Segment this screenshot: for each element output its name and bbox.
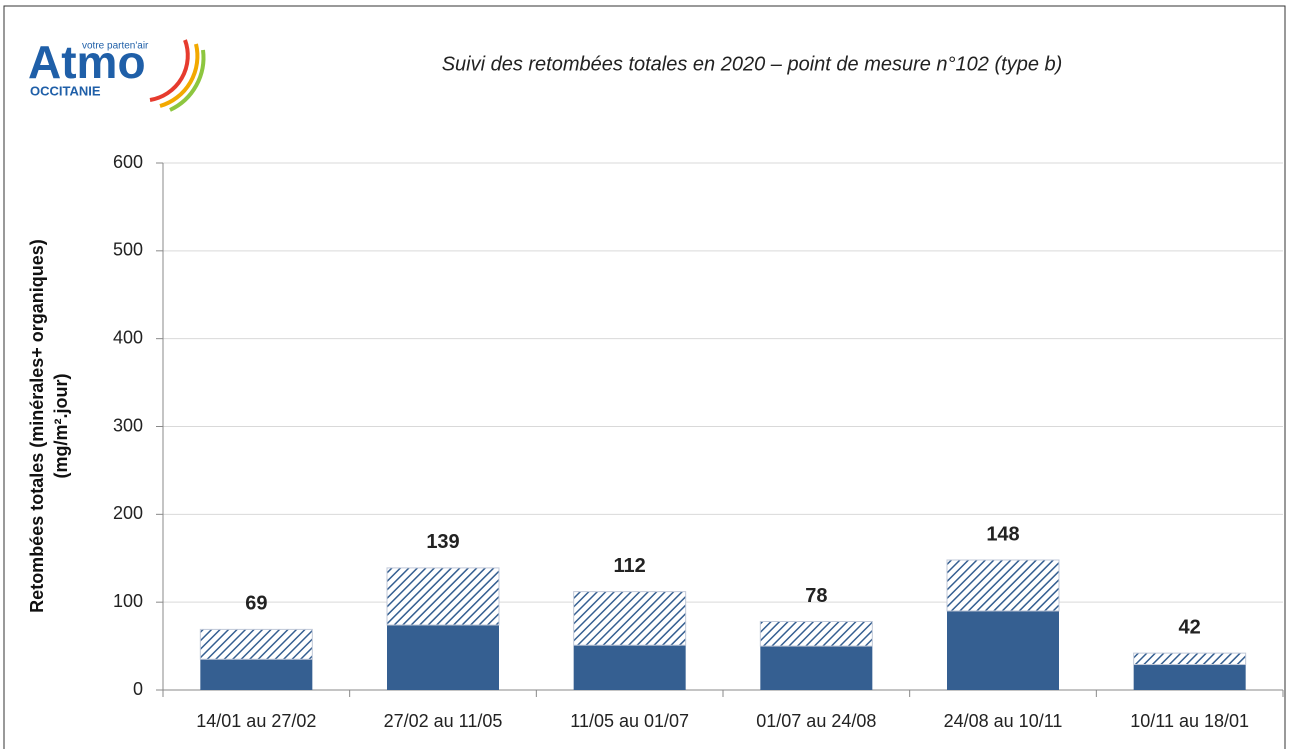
y-tick-label: 600 <box>113 152 143 172</box>
frame <box>3 5 1286 749</box>
bar-segment <box>1133 664 1246 690</box>
bar-segment <box>946 559 1060 612</box>
logo: Atmo votre parten'air OCCITANIE <box>28 36 206 112</box>
bar-segment <box>387 625 499 690</box>
y-tick-label: 400 <box>113 327 143 347</box>
logo-region: OCCITANIE <box>30 83 101 98</box>
y-tick-label: 300 <box>113 415 143 435</box>
x-tick-label: 11/05 au 01/07 <box>570 711 689 731</box>
y-axis-label: Retombées totales (minérales+ organiques… <box>27 239 47 613</box>
bar-segment <box>760 646 873 690</box>
x-tick-label: 01/07 au 24/08 <box>756 711 876 731</box>
y-tick-label: 0 <box>133 679 143 699</box>
data-label: 112 <box>614 555 646 577</box>
x-tick-label: 14/01 au 27/02 <box>196 711 316 731</box>
x-tick-label: 27/02 au 11/05 <box>384 711 503 731</box>
bar-segment <box>947 610 1059 690</box>
bar-segment <box>573 645 686 690</box>
bar-segment <box>200 659 313 690</box>
data-label: 148 <box>986 523 1019 545</box>
logo-name: Atmo <box>28 36 146 88</box>
chart-title: Suivi des retombées totales en 2020 – po… <box>442 53 1063 75</box>
data-label: 78 <box>805 585 827 607</box>
bar-segment <box>199 628 313 660</box>
y-tick-label: 500 <box>113 240 143 260</box>
bar-segment <box>759 620 873 647</box>
data-label: 42 <box>1179 616 1201 638</box>
data-label: 139 <box>426 531 459 553</box>
bar-segment <box>386 567 500 626</box>
y-tick-label: 100 <box>113 591 143 611</box>
x-tick-label: 24/08 au 10/11 <box>944 711 1063 731</box>
data-label: 69 <box>245 593 267 615</box>
y-tick-label: 200 <box>113 503 143 523</box>
y-axis-label: (mg/m².jour) <box>51 374 71 479</box>
bar-segment <box>1133 652 1247 666</box>
x-tick-label: 10/11 au 18/01 <box>1130 711 1249 731</box>
bar-segment <box>573 591 687 646</box>
logo-tagline: votre parten'air <box>82 41 149 52</box>
